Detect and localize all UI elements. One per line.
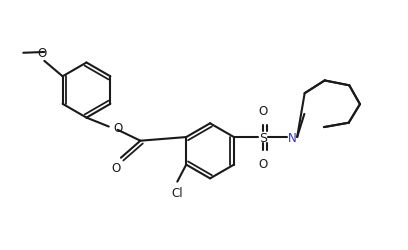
Text: Cl: Cl [171,187,183,200]
Text: O: O [113,122,122,135]
Text: O: O [111,161,121,174]
Text: N: N [288,131,297,144]
Text: O: O [38,47,47,60]
Text: S: S [259,131,267,144]
Text: O: O [259,158,268,171]
Text: O: O [259,104,268,117]
